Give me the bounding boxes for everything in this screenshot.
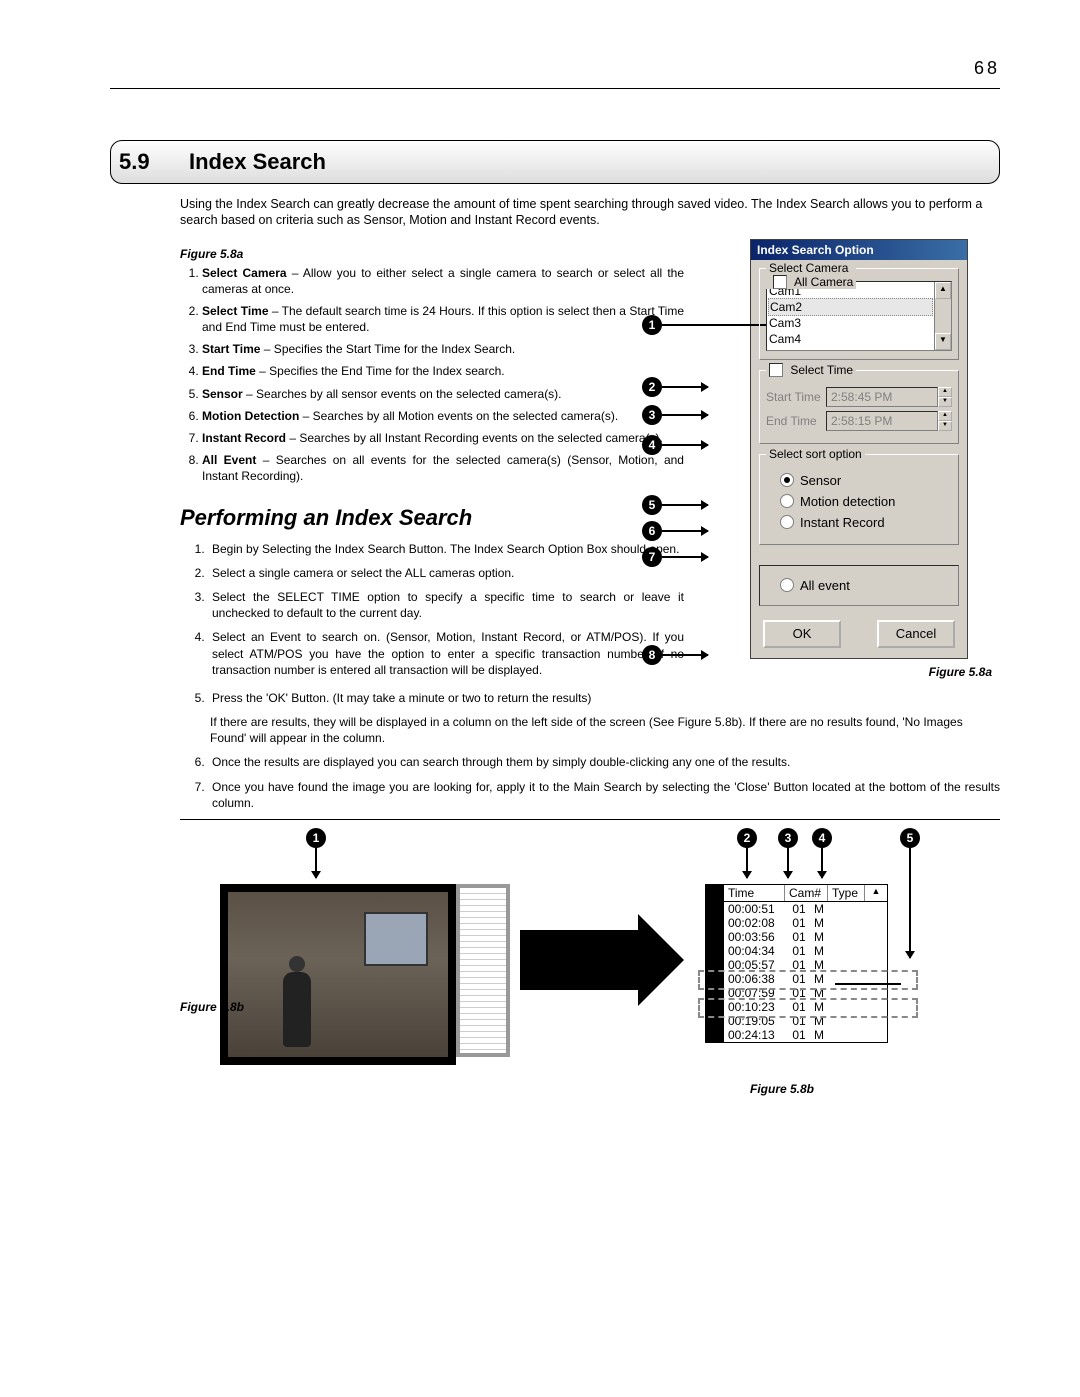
section-header: 5.9 Index Search xyxy=(110,140,1000,184)
motion-radio[interactable] xyxy=(780,494,794,508)
camera-listbox[interactable]: Cam1 Cam2 Cam3 Cam4 ▲ ▼ xyxy=(766,281,952,351)
results-strip xyxy=(456,884,510,1057)
zoom-arrow-icon xyxy=(520,930,640,990)
figure-8b: 1 2 3 4 5 xyxy=(110,840,1000,1120)
results-note: If there are results, they will be displ… xyxy=(210,714,1000,746)
motion-label: Motion detection xyxy=(800,494,895,509)
sort-legend: Select sort option xyxy=(766,447,865,461)
table-row[interactable]: 00:04:3401M xyxy=(724,944,887,958)
end-time-input[interactable]: 2:58:15 PM xyxy=(826,411,938,431)
select-time-group: Select Time Start Time 2:58:45 PM ▲▼ End… xyxy=(759,370,959,444)
start-time-input[interactable]: 2:58:45 PM xyxy=(826,387,938,407)
ok-button[interactable]: OK xyxy=(763,620,841,648)
table-row[interactable]: 00:02:0801M xyxy=(724,916,887,930)
dialog-title: Index Search Option xyxy=(751,240,967,260)
steps-list-full-2: Once the results are displayed you can s… xyxy=(180,754,1000,811)
end-time-spinner[interactable]: ▲▼ xyxy=(938,411,952,431)
scroll-up-icon[interactable]: ▲ xyxy=(935,282,951,299)
callout-7: 7 xyxy=(642,547,662,567)
callout-3: 3 xyxy=(642,405,662,425)
callout-4: 4 xyxy=(642,435,662,455)
sort-option-group: Select sort option Sensor Motion detecti… xyxy=(759,454,959,545)
subheading: Performing an Index Search xyxy=(180,505,684,531)
instant-label: Instant Record xyxy=(800,515,885,530)
callout-2: 2 xyxy=(642,377,662,397)
video-preview xyxy=(220,884,456,1065)
all-event-radio[interactable] xyxy=(780,578,794,592)
steps-list-top: Begin by Selecting the Index Search Butt… xyxy=(180,541,684,678)
figure-8a-label-right: Figure 5.8a xyxy=(690,665,992,679)
select-time-checkbox[interactable] xyxy=(769,363,783,377)
table-row[interactable]: 00:03:5601M xyxy=(724,930,887,944)
step-rule xyxy=(180,819,1000,820)
bottom-callout-1: 1 xyxy=(306,828,326,848)
cancel-button[interactable]: Cancel xyxy=(877,620,955,648)
scroll-down-icon[interactable]: ▼ xyxy=(935,333,951,350)
start-time-label: Start Time xyxy=(766,390,822,404)
all-event-group: All event xyxy=(759,565,959,606)
col-type: Type xyxy=(828,885,865,901)
results-table[interactable]: Time Cam# Type ▲ 00:00:5101M00:02:0801M0… xyxy=(723,884,888,1043)
callout-5-connector xyxy=(835,983,901,985)
selection-dashes-bottom xyxy=(698,998,918,1018)
section-number: 5.9 xyxy=(119,149,189,175)
table-row[interactable]: 00:00:5101M xyxy=(724,902,887,916)
select-camera-label: Select Camera xyxy=(769,261,848,275)
figure-8a-label-left: Figure 5.8a xyxy=(180,247,684,261)
table-row[interactable]: 00:24:1301M xyxy=(724,1028,887,1042)
section-title: Index Search xyxy=(189,149,326,175)
results-black-border xyxy=(705,884,723,1043)
all-camera-label: All Camera xyxy=(794,275,853,289)
sensor-label: Sensor xyxy=(800,473,841,488)
bottom-callout-5: 5 xyxy=(900,828,920,848)
bottom-callout-2: 2 xyxy=(737,828,757,848)
all-event-label: All event xyxy=(800,578,850,593)
start-time-spinner[interactable]: ▲▼ xyxy=(938,387,952,407)
callout-1: 1 xyxy=(642,315,662,335)
callout-5: 5 xyxy=(642,495,662,515)
callout-6: 6 xyxy=(642,521,662,541)
instant-radio[interactable] xyxy=(780,515,794,529)
index-search-dialog: Index Search Option Select Camera All Ca… xyxy=(750,239,968,659)
col-cam: Cam# xyxy=(785,885,828,901)
camera-scrollbar[interactable]: ▲ ▼ xyxy=(934,282,951,350)
all-camera-checkbox[interactable] xyxy=(773,275,787,289)
page-top-rule xyxy=(110,88,1000,89)
bottom-callout-4: 4 xyxy=(812,828,832,848)
select-time-label: Select Time xyxy=(790,363,853,377)
end-time-label: End Time xyxy=(766,414,822,428)
bottom-callout-3: 3 xyxy=(778,828,798,848)
steps-list-full: Press the 'OK' Button. (It may take a mi… xyxy=(180,690,1000,706)
selection-dashes-top xyxy=(698,970,918,990)
callout-8: 8 xyxy=(642,645,662,665)
figure-8b-label-right: Figure 5.8b xyxy=(750,1082,814,1096)
col-time: Time xyxy=(724,885,785,901)
sort-arrow-icon[interactable]: ▲ xyxy=(865,885,887,901)
page-number: 68 xyxy=(974,58,1000,79)
definitions-list: Select Camera – Allow you to either sele… xyxy=(180,265,684,485)
figure-8b-label-left: Figure 5.8b xyxy=(180,1000,244,1014)
intro-paragraph: Using the Index Search can greatly decre… xyxy=(180,196,1000,229)
sensor-radio[interactable] xyxy=(780,473,794,487)
select-camera-group: Select Camera All Camera Cam1 Cam2 Cam3 xyxy=(759,268,959,360)
